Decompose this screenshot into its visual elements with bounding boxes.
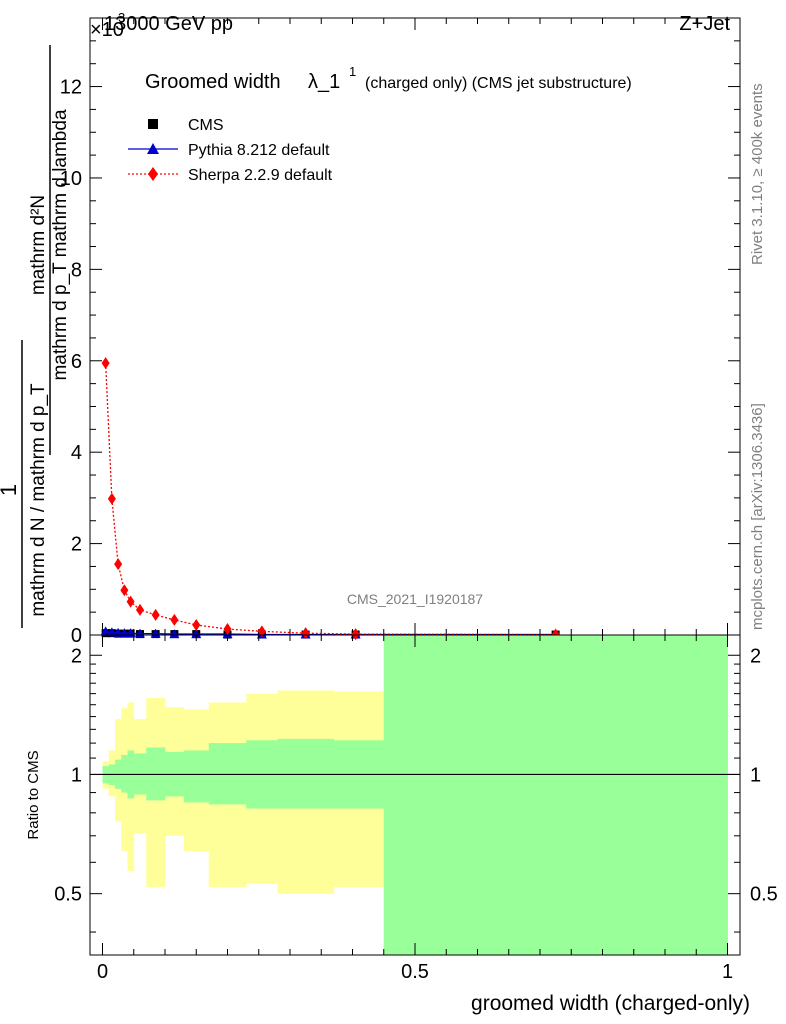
main-axes: 0 2 4 6 8 10 12 bbox=[60, 17, 740, 647]
sherpa-point bbox=[170, 613, 179, 626]
ylabel-denominator: mathrm d p_T mathrm d lambda bbox=[50, 109, 71, 380]
main-plot-frame bbox=[89, 17, 741, 636]
ratio-band-bin bbox=[277, 738, 335, 809]
pythia-point bbox=[100, 626, 111, 636]
ratio-y-tick-label-right: 1 bbox=[750, 764, 761, 786]
ratio-axes: 0.5 0.5 1 1 2 2 0 0.5 1 bbox=[54, 635, 778, 983]
x-tick-label: 0.5 bbox=[401, 961, 429, 983]
legend: CMS Pythia 8.212 default Sherpa 2.2.9 defa… bbox=[128, 117, 333, 184]
main-y-tick-label: 8 bbox=[71, 259, 82, 281]
ylabel-numerator: mathrm d²N bbox=[28, 195, 49, 295]
legend-label: Sherpa 2.2.9 default bbox=[188, 167, 333, 184]
pythia-point bbox=[106, 627, 117, 637]
legend-marker-cms bbox=[148, 119, 158, 129]
main-y-tick-label: 2 bbox=[71, 534, 82, 556]
ylabel-prefix-numerator: 1 bbox=[0, 484, 21, 496]
main-y-tick-label: 12 bbox=[60, 77, 82, 99]
legend-marker-sherpa bbox=[148, 167, 158, 181]
sherpa-point bbox=[192, 618, 201, 631]
mcplots-label: mcplots.cern.ch [arXiv:1306.3436] bbox=[749, 403, 766, 630]
legend-marker-pythia bbox=[147, 143, 159, 154]
series-diamond bbox=[101, 357, 560, 641]
main-y-tick-label: 4 bbox=[71, 442, 82, 464]
ratio-y-tick-label: 1 bbox=[71, 764, 82, 786]
main-y-tick-label: 6 bbox=[71, 351, 82, 373]
ratio-band-bin bbox=[383, 635, 728, 955]
sherpa-point bbox=[351, 628, 360, 641]
ratio-y-tick-label-right: 2 bbox=[750, 645, 761, 667]
sherpa-point bbox=[107, 492, 116, 505]
exponent-base: ×10 bbox=[90, 19, 124, 41]
sherpa-point bbox=[151, 608, 160, 621]
ratio-plot-frame bbox=[89, 634, 741, 956]
sherpa-point bbox=[136, 603, 144, 616]
sherpa-point bbox=[120, 584, 129, 597]
legend-label: CMS bbox=[188, 117, 224, 134]
analysis-watermark: CMS_2021_I1920187 bbox=[347, 591, 483, 607]
title-superscript: 1 bbox=[349, 64, 356, 79]
title-symbol: λ_1 bbox=[308, 71, 340, 93]
sherpa-point bbox=[301, 627, 310, 640]
title-main: Groomed width bbox=[145, 71, 281, 93]
x-tick-label: 0 bbox=[97, 961, 108, 983]
main-y-tick-label: 10 bbox=[60, 168, 82, 190]
sherpa-point bbox=[223, 623, 232, 636]
sherpa-line bbox=[104, 363, 556, 636]
main-plot-title: Groomed width λ_1 1 (charged only) (CMS … bbox=[145, 64, 632, 93]
main-y-axis-label: mathrm d²N mathrm d p_T mathrm d lambda … bbox=[0, 45, 71, 628]
sherpa-point bbox=[114, 558, 123, 571]
pythia-point bbox=[191, 629, 202, 639]
x-axis-label: groomed width (charged-only) bbox=[471, 992, 750, 1015]
main-y-tick-label: 0 bbox=[71, 625, 82, 647]
ylabel-prefix-denominator: mathrm d N / mathrm d p_T bbox=[28, 383, 49, 617]
title-extra: (charged only) (CMS jet substructure) bbox=[365, 75, 632, 92]
ratio-band-bin bbox=[208, 743, 247, 805]
ratio-y-tick-label: 0.5 bbox=[54, 884, 82, 906]
process-label: Z+Jet bbox=[679, 13, 730, 35]
ratio-y-tick-label: 2 bbox=[71, 645, 82, 667]
pythia-point bbox=[169, 629, 180, 639]
x-tick-label: 1 bbox=[722, 961, 733, 983]
legend-label: Pythia 8.212 default bbox=[188, 142, 330, 159]
pythia-point bbox=[113, 627, 124, 637]
ratio-band-bin bbox=[183, 750, 210, 803]
ratio-band-bin bbox=[121, 754, 128, 793]
ratio-band-stat bbox=[102, 635, 728, 955]
ratio-y-axis-label: Ratio to CMS bbox=[25, 750, 42, 839]
sherpa-point bbox=[101, 357, 110, 370]
ratio-bands-layer bbox=[102, 635, 728, 955]
sherpa-point bbox=[126, 595, 135, 608]
main-series-layer bbox=[100, 357, 561, 641]
sherpa-point bbox=[257, 625, 266, 638]
rivet-label: Rivet 3.1.10, ≥ 400k events bbox=[749, 83, 766, 265]
ratio-y-tick-label-right: 0.5 bbox=[750, 884, 778, 906]
